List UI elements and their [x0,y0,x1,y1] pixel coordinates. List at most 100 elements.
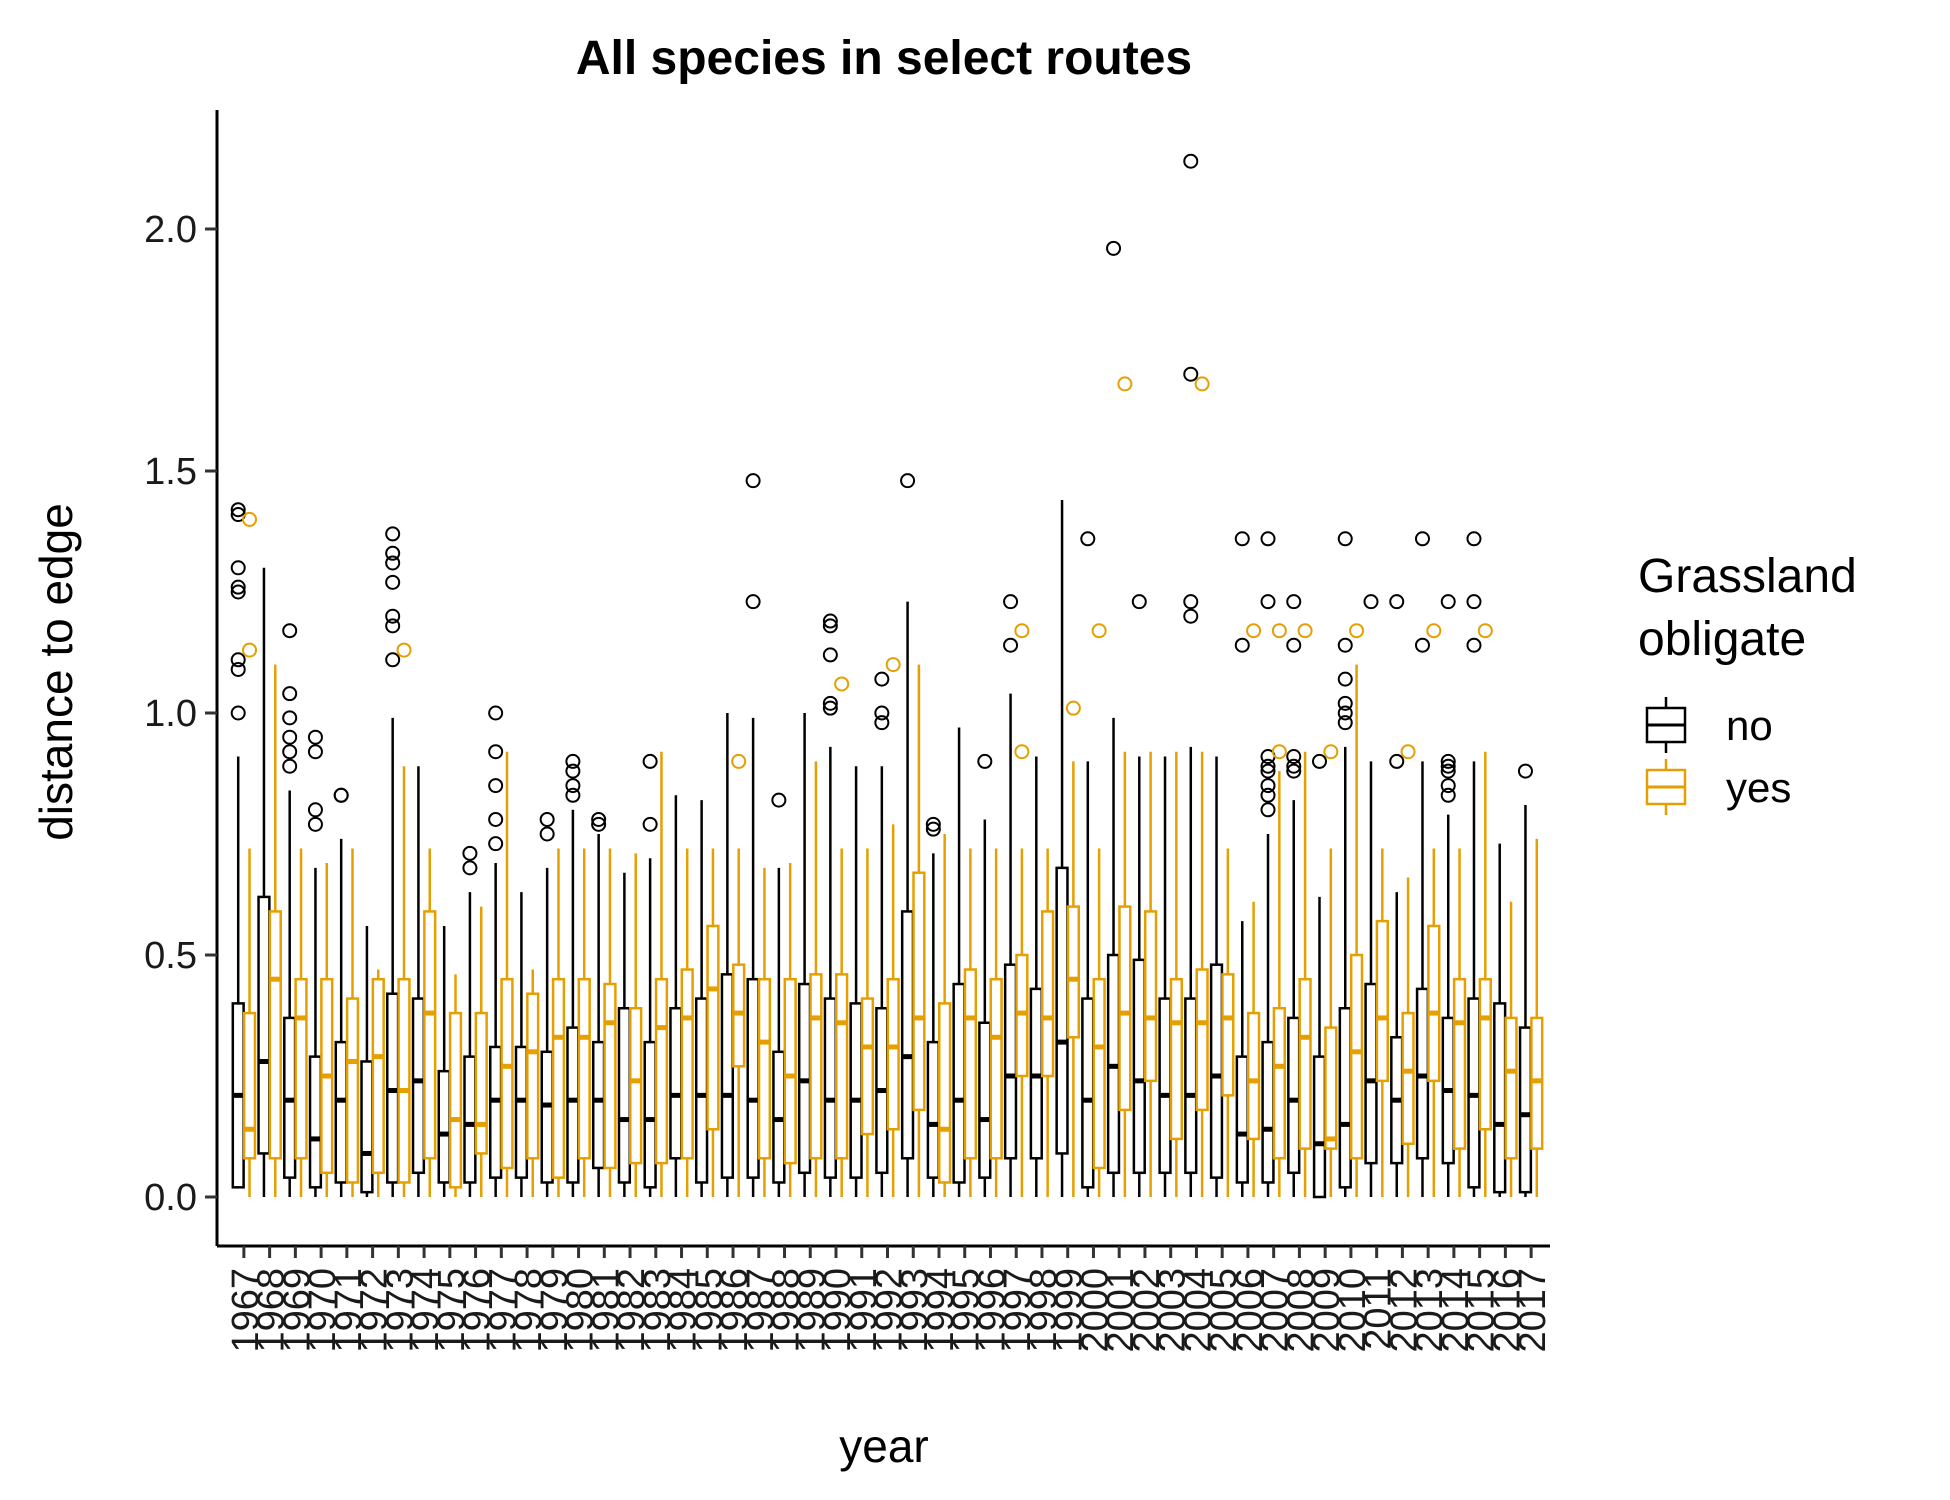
box-yes-1977 [500,751,514,1197]
box-no-1976 [462,845,478,1197]
box-yes-2016 [1504,901,1518,1197]
box-body [809,973,823,1160]
box-yes-1982 [629,853,643,1197]
outlier-point [771,792,787,808]
outlier-point [565,763,581,779]
outlier-point [1080,531,1096,547]
box-yes-1970 [320,863,334,1197]
x-tick-label: 2005 [1203,1268,1245,1353]
outlier-point [282,710,298,726]
outlier-point [591,811,607,827]
outlier-point [642,816,658,832]
legend-label-yes: yes [1726,764,1791,811]
outlier-point [282,686,298,702]
outlier-point [1260,758,1276,774]
outlier-point [230,502,246,518]
outlier-point [874,715,890,731]
outlier-point [307,802,323,818]
box-body [849,1002,863,1179]
outlier-point [822,613,838,629]
box-body [1287,1016,1301,1175]
outlier-point [834,676,850,692]
box-yes-1976 [474,906,488,1197]
box-body [360,1060,374,1194]
box-body [1184,997,1198,1175]
outlier-point [1440,778,1456,794]
box-body [1246,1011,1261,1141]
outlier-point [488,811,504,827]
box-yes-2001 [1117,376,1133,1197]
box-yes-2013 [1426,623,1442,1197]
box-body [757,977,772,1160]
box-body [1003,963,1018,1160]
x-tick-label: 1989 [791,1268,833,1353]
box-body [463,1055,477,1184]
box-body [514,1045,529,1179]
y-tick-label: 1.0 [144,693,197,735]
outlier-point [488,836,504,852]
x-tick-label: 2011 [1358,1268,1400,1350]
x-tick-label: 1969 [276,1268,318,1353]
x-tick-label: 1967 [225,1268,267,1353]
box-no-1984 [669,795,683,1197]
outlier-point [822,700,838,716]
box-yes-1969 [294,848,308,1197]
outlier-point [1466,594,1482,610]
series-no [230,153,1533,1199]
x-tick-label: 1985 [688,1268,730,1353]
outlier-point [242,642,258,658]
outlier-point [307,816,323,832]
box-yes-2000 [1091,623,1107,1197]
box-yes-1988 [783,863,797,1197]
outlier-point [1271,623,1287,639]
box-no-1971 [333,787,349,1197]
box-no-2011 [1363,594,1379,1197]
box-body [952,982,966,1184]
x-tick-label: 1983 [637,1268,679,1353]
outlier-point [1271,744,1287,760]
box-body [345,997,360,1184]
outlier-point [1260,594,1276,610]
x-tick-label: 1970 [302,1268,344,1353]
box-body [1324,1026,1338,1150]
x-tick-label: 2008 [1280,1268,1322,1353]
outlier-point [1286,637,1302,653]
outlier-point [925,816,941,832]
outlier-point [1337,671,1353,687]
box-body [1401,1011,1415,1146]
box-yes-2009 [1323,744,1339,1197]
outlier-point [1003,594,1019,610]
box-body [500,977,514,1170]
outlier-point [565,778,581,794]
outlier-point [1414,637,1430,653]
box-body [591,1040,606,1170]
outlier-point [874,671,890,687]
box-body [1132,958,1146,1175]
x-tick-label: 1987 [740,1268,782,1353]
x-tick-label: 2010 [1332,1268,1374,1353]
outlier-point [731,753,747,769]
plot-area: 0.00.51.01.52.01967196819691970197119721… [144,110,1554,1353]
outlier-point [1106,240,1122,256]
x-tick-label: 2012 [1383,1268,1425,1353]
box-body [1478,977,1492,1131]
x-tick-label: 1993 [894,1268,936,1353]
x-tick-label: 1992 [869,1268,911,1353]
box-no-1989 [797,713,812,1197]
box-no-1996 [977,753,993,1197]
box-yes-2005 [1221,848,1235,1197]
box-body [978,1021,992,1179]
box-no-1990 [822,613,838,1197]
outlier-point [565,753,581,769]
box-no-1978 [514,892,529,1197]
x-tick-label: 1994 [920,1268,962,1353]
box-yes-1968 [268,664,282,1197]
outlier-point [925,821,941,837]
box-no-1988 [771,792,787,1197]
box-yes-2017 [1530,838,1544,1197]
box-yes-2004 [1194,376,1210,1197]
x-tick-label: 1968 [251,1268,293,1353]
box-yes-1972 [371,969,385,1197]
outlier-point [1131,594,1147,610]
box-body [334,1040,348,1184]
